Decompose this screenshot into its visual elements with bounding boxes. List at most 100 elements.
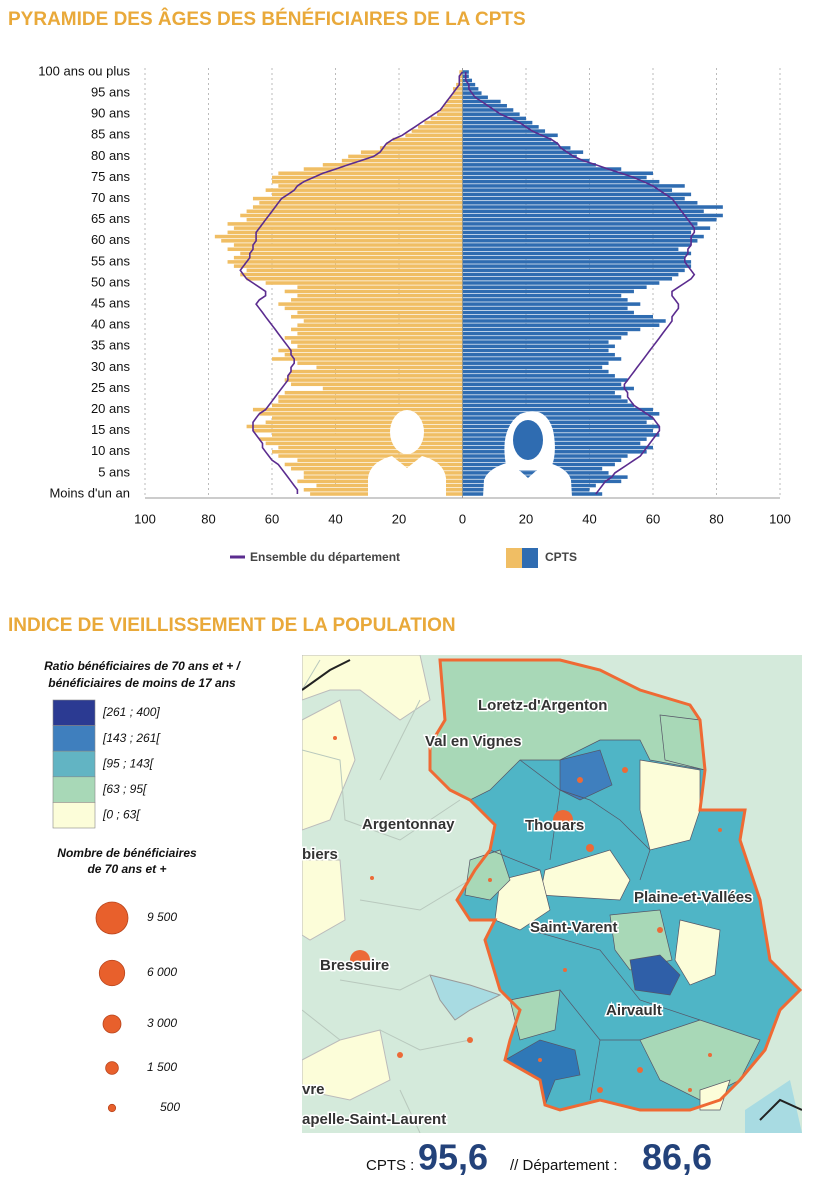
size-label: 1 500 (147, 1060, 177, 1074)
legend-label: [95 ; 143[ (102, 756, 155, 770)
bar (291, 369, 463, 374)
bar (227, 222, 463, 226)
bar (252, 407, 463, 412)
bar (462, 87, 479, 91)
bar (259, 412, 463, 416)
line (464, 72, 696, 495)
place-label: Airvault (606, 1002, 662, 1019)
bar (316, 365, 463, 370)
bar (278, 348, 463, 353)
bar (449, 95, 463, 100)
y-tick-label: 70 ans (91, 190, 131, 205)
legend-title: de 70 ans et + (87, 862, 166, 876)
bar (462, 112, 520, 116)
y-tick-label: 95 ans (91, 85, 131, 100)
size-label: 500 (160, 1100, 180, 1114)
bar (278, 454, 463, 458)
bar (443, 103, 463, 108)
bar (252, 205, 463, 209)
bar (462, 331, 628, 336)
y-tick-label: 50 ans (91, 274, 131, 289)
bar (411, 129, 463, 133)
bar (297, 458, 463, 463)
y-tick-label: 45 ans (91, 296, 131, 311)
x-tick-label: 60 (646, 511, 660, 526)
bar (297, 285, 463, 289)
bar (265, 188, 463, 192)
legend-swatch (52, 699, 96, 726)
size-bubble (107, 1103, 117, 1113)
bar (405, 133, 463, 138)
bar (462, 222, 698, 226)
bar (291, 298, 463, 302)
y-tick-label: 75 ans (91, 169, 131, 184)
bar (440, 108, 463, 112)
bar (462, 293, 622, 298)
bar (462, 403, 634, 408)
map: Loretz-d'Argenton Val en Vignes Argenton… (302, 655, 802, 1133)
x-tick-label: 20 (519, 511, 533, 526)
bar (297, 323, 463, 327)
place-label: Argentonnay (362, 816, 455, 833)
bar (462, 116, 526, 121)
bar (462, 158, 590, 163)
legend-swatch (522, 548, 538, 568)
bar (259, 201, 463, 205)
bar (462, 327, 641, 332)
bar (437, 112, 463, 116)
y-tick-label: 10 ans (91, 443, 131, 458)
legend-swatch (52, 802, 96, 829)
legend-label: [63 ; 95[ (102, 782, 148, 796)
bar (462, 344, 615, 349)
bar (452, 87, 463, 91)
footer: CPTS : 95,6 // Département : 86,6 (366, 1137, 712, 1178)
bar (462, 412, 660, 416)
bar (278, 184, 463, 188)
bar (462, 416, 653, 420)
bar (284, 352, 463, 357)
bar (462, 310, 634, 315)
bar (459, 70, 463, 74)
bar (284, 336, 463, 340)
chart-title: PYRAMIDE DES ÂGES DES BÉNÉFICIAIRES DE L… (8, 8, 526, 30)
bar (462, 277, 673, 281)
bar (240, 251, 463, 256)
footer-value: 86,6 (642, 1137, 712, 1178)
bar (259, 437, 463, 441)
bar (233, 226, 463, 230)
bar (462, 192, 692, 197)
bar (272, 175, 463, 180)
bar (386, 141, 463, 146)
size-label: 6 000 (147, 965, 177, 979)
bar (462, 336, 622, 340)
bar (227, 230, 463, 235)
x-tick-label: 100 (134, 511, 156, 526)
bar (462, 133, 558, 138)
y-tick-label: 25 ans (91, 380, 131, 395)
bar (221, 239, 463, 243)
legend-title: bénéficiaires de moins de 17 ans (48, 676, 236, 690)
place-label: apelle-Saint-Laurent (302, 1111, 446, 1128)
bar (462, 230, 692, 235)
bar (462, 420, 647, 425)
bar (291, 314, 463, 319)
bar (462, 407, 653, 412)
footer-label: // Département : (510, 1157, 618, 1174)
bar (303, 319, 463, 323)
bar (297, 361, 463, 365)
place-label: Thouars (525, 817, 584, 834)
place-label: Loretz-d'Argenton (478, 697, 607, 714)
bar (462, 298, 628, 302)
bar (462, 289, 634, 294)
bar (462, 103, 507, 108)
legend-label: [0 ; 63[ (102, 808, 141, 822)
legend-label: [143 ; 261[ (102, 731, 161, 745)
y-tick-label: 40 ans (91, 317, 131, 332)
bar (462, 378, 628, 382)
bar (252, 196, 463, 201)
bar (462, 357, 622, 361)
legend-swatch (52, 725, 96, 752)
place-label: Plaine-et-Vallées (634, 889, 752, 906)
bar (297, 331, 463, 336)
